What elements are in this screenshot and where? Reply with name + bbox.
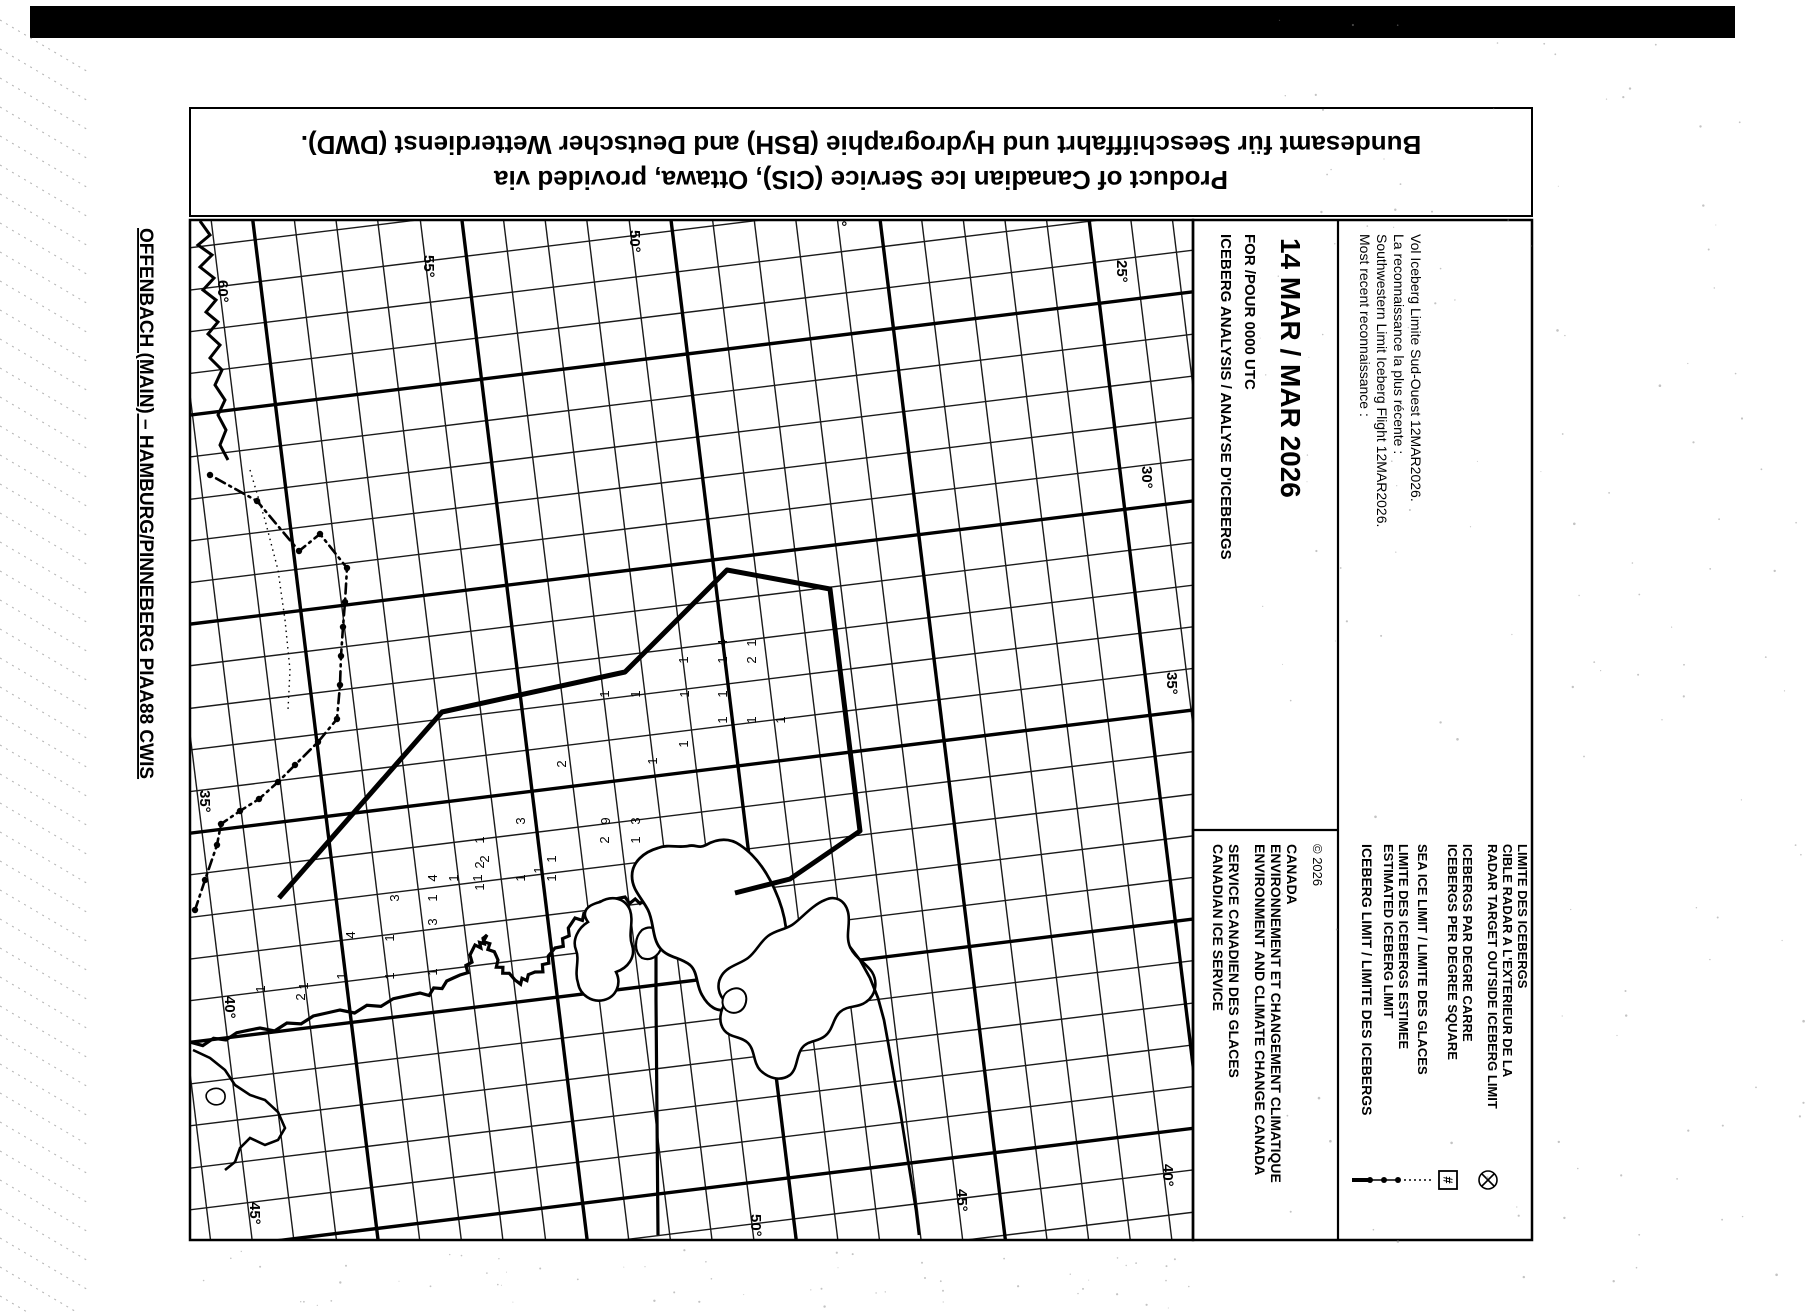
svg-text:1: 1 (296, 982, 311, 989)
svg-text:ESTIMATED ICEBERG LIMIT: ESTIMATED ICEBERG LIMIT (1381, 844, 1396, 1019)
svg-text:1: 1 (744, 716, 759, 723)
svg-text:© 2026: © 2026 (1310, 844, 1325, 886)
svg-text:FOR /POUR 0000 UTC: FOR /POUR 0000 UTC (1241, 234, 1258, 390)
svg-text:RADAR TARGET OUTSIDE ICEBERG L: RADAR TARGET OUTSIDE ICEBERG LIMIT (1485, 844, 1500, 1109)
svg-text:LIMITE DES ICEBERGS: LIMITE DES ICEBERGS (1515, 844, 1530, 989)
svg-text:1: 1 (334, 972, 349, 979)
svg-text:1: 1 (253, 985, 268, 992)
svg-text:4: 4 (343, 931, 358, 938)
svg-text:1: 1 (382, 972, 397, 979)
svg-text:1: 1 (773, 716, 788, 723)
svg-text:2: 2 (744, 656, 759, 663)
svg-text:1: 1 (628, 836, 643, 843)
svg-text:60°: 60° (214, 280, 231, 303)
svg-text:35°: 35° (1163, 672, 1180, 695)
svg-text:2: 2 (597, 836, 612, 843)
svg-text:Bundesamt für Seeschifffahrt u: Bundesamt für Seeschifffahrt und Hydrogr… (301, 130, 1422, 160)
svg-text:35°: 35° (196, 790, 213, 813)
svg-text:3: 3 (387, 894, 402, 901)
svg-text:ENVIRONMENT AND CLIMATE CHANGE: ENVIRONMENT AND CLIMATE CHANGE CANADA (1252, 844, 1268, 1175)
svg-text:40°: 40° (1159, 1164, 1176, 1187)
svg-text:3: 3 (513, 817, 528, 824)
svg-text:55°: 55° (420, 255, 437, 278)
svg-text:Vol Iceberg Limite Sud-Ouest 1: Vol Iceberg Limite Sud-Ouest 12MAR2026. (1408, 234, 1424, 502)
svg-text:1: 1 (676, 656, 691, 663)
svg-text:ICEBERG LIMIT / LIMITE DES ICE: ICEBERG LIMIT / LIMITE DES ICEBERGS (1359, 844, 1375, 1115)
svg-text:1: 1 (425, 968, 440, 975)
svg-text:1: 1 (676, 740, 691, 747)
svg-text:1: 1 (472, 836, 487, 843)
svg-text:ENVIRONNEMENT ET CHANGEMENT CL: ENVIRONNEMENT ET CHANGEMENT CLIMATIQUE (1268, 844, 1284, 1183)
svg-text:OFFENBACH (MAIN) – HAMBURG/PIN: OFFENBACH (MAIN) – HAMBURG/PINNEBERG PIA… (135, 228, 156, 779)
svg-text:50°: 50° (626, 230, 643, 253)
svg-text:50°: 50° (747, 1214, 764, 1237)
svg-text:SERVICE CANADIEN DES GLACES: SERVICE CANADIEN DES GLACES (1226, 844, 1242, 1078)
svg-text:1: 1 (597, 690, 612, 697)
svg-text:#: # (1441, 1176, 1456, 1184)
svg-text:2: 2 (472, 861, 487, 868)
svg-text:4: 4 (715, 639, 730, 646)
svg-text:1: 1 (446, 874, 461, 881)
svg-text:30°: 30° (1138, 466, 1155, 489)
svg-text:SEA ICE LIMIT / LIMITE DES GLA: SEA ICE LIMIT / LIMITE DES GLACES (1415, 844, 1430, 1075)
svg-text:1: 1 (470, 874, 485, 881)
svg-text:1: 1 (472, 883, 487, 890)
svg-text:1: 1 (425, 894, 440, 901)
svg-text:25°: 25° (1113, 260, 1130, 283)
svg-text:1: 1 (513, 874, 528, 881)
svg-text:14 MAR / MAR 2026: 14 MAR / MAR 2026 (1275, 238, 1306, 498)
svg-text:40°: 40° (221, 996, 238, 1019)
svg-text:1: 1 (677, 690, 692, 697)
svg-text:45°: 45° (953, 1189, 970, 1212)
svg-text:1: 1 (531, 866, 546, 873)
svg-text:La reconnaissance la plus réce: La reconnaissance la plus récente : (1391, 234, 1407, 454)
svg-text:4: 4 (425, 874, 440, 881)
svg-text:ICEBERG ANALYSIS / ANALYSE D'I: ICEBERG ANALYSIS / ANALYSE D'ICEBERGS (1217, 234, 1234, 560)
svg-text:CIBLE RADAR A L'EXTERIEUR DE L: CIBLE RADAR A L'EXTERIEUR DE LA (1500, 844, 1515, 1078)
svg-text:LIMITE DES ICEBERGS ESTIMEE: LIMITE DES ICEBERGS ESTIMEE (1396, 844, 1411, 1049)
svg-text:2: 2 (293, 993, 308, 1000)
svg-text:ICEBERGS PER DEGREE SQUARE: ICEBERGS PER DEGREE SQUARE (1445, 844, 1460, 1060)
svg-text:3: 3 (628, 817, 643, 824)
svg-text:Product of Canadian Ice Servic: Product of Canadian Ice Service (CIS), O… (493, 165, 1228, 195)
svg-text:1: 1 (544, 874, 559, 881)
svg-text:Most recent reconnaissance :: Most recent reconnaissance : (1357, 234, 1373, 417)
svg-text:1: 1 (744, 639, 759, 646)
svg-text:45°: 45° (246, 1202, 263, 1225)
svg-text:1: 1 (544, 855, 559, 862)
svg-text:1: 1 (715, 656, 730, 663)
svg-text:2: 2 (554, 760, 569, 767)
svg-text:9: 9 (598, 817, 613, 824)
svg-text:1: 1 (645, 757, 660, 764)
svg-text:Southwestern Limit Iceberg Fli: Southwestern Limit Iceberg Flight 12MAR2… (1374, 234, 1390, 527)
svg-text:3: 3 (425, 918, 440, 925)
svg-text:CANADIAN ICE SERVICE: CANADIAN ICE SERVICE (1210, 844, 1226, 1011)
svg-text:ICEBERGS PAR DEGRE CARRE: ICEBERGS PAR DEGRE CARRE (1460, 844, 1475, 1042)
svg-text:1: 1 (715, 690, 730, 697)
svg-text:1: 1 (628, 690, 643, 697)
svg-text:1: 1 (715, 716, 730, 723)
svg-text:1: 1 (382, 934, 397, 941)
svg-text:CANADA: CANADA (1284, 844, 1300, 905)
